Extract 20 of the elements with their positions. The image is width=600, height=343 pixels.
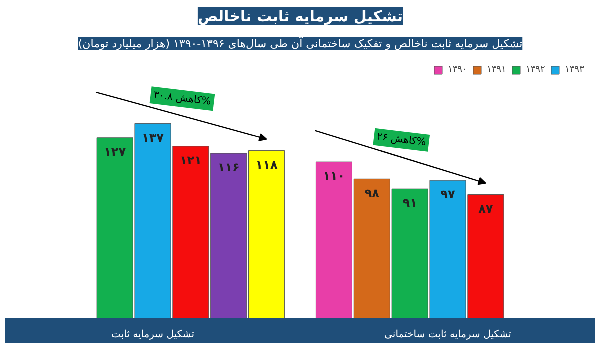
data-label: ۸۷ [478,202,494,216]
legend-label: ۱۳۹۰ [448,65,468,75]
data-label: ۹۸ [364,186,380,200]
legend-label: ۱۳۹۳ [565,65,585,75]
data-label: ۱۲۷ [104,145,127,160]
data-label: ۱۲۱ [180,154,202,168]
x-tick-label: تشکیل سرمایه ثابت ساختمانی [384,330,512,340]
chart-title: تشکیل سرمایه ثابت ناخالص [198,8,404,26]
data-label: ۱۱۸ [256,158,278,172]
data-label: ۹۷ [440,188,456,202]
chart-subtitle: تشکیل سرمایه ثابت ناخالص و تفکیک ساختمانی آن طی سال‌های ۱۳۹۶-۱۳۹۰ (هزار میلیارد تومان) [78,36,523,50]
data-label: ۱۳۷ [142,130,165,145]
annotation: کاهش ۲۶% [376,132,427,149]
legend-label: ۱۳۹۲ [526,65,546,75]
text: کاهش ۳۰.۸% [153,90,212,108]
data-label: ۱۱۶ [218,160,240,175]
data-label: ۹۱ [402,196,418,210]
legend-label: ۱۳۹۱ [487,65,507,75]
x-tick-label: تشکیل سرمایه ثابت [111,330,195,340]
data-label: ۱۱۰ [323,169,346,184]
